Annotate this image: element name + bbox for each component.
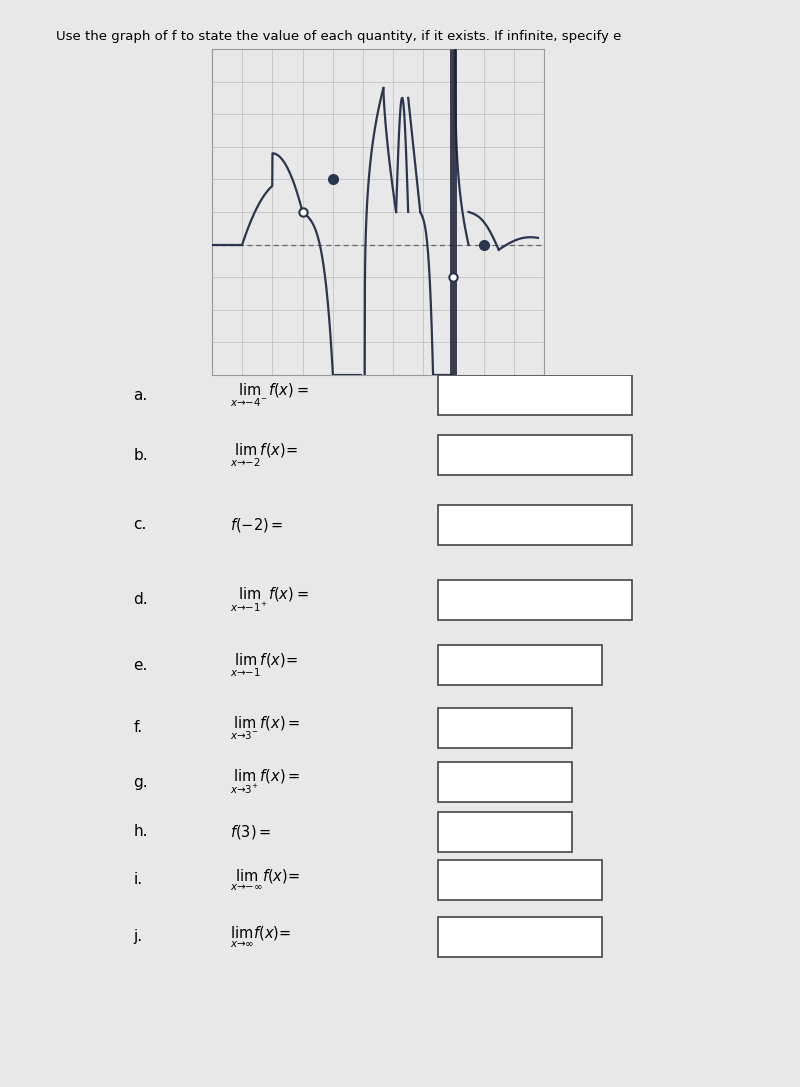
Text: $\lim_{x \to -2} f(x) =$: $\lim_{x \to -2} f(x) =$ xyxy=(230,441,298,468)
Text: e.: e. xyxy=(134,658,148,673)
Bar xyxy=(438,646,602,685)
Text: $f(-2) =$: $f(-2) =$ xyxy=(230,516,283,534)
Text: d.: d. xyxy=(134,592,148,608)
Text: $\lim_{x \to -1} f(x) =$: $\lim_{x \to -1} f(x) =$ xyxy=(230,651,298,678)
Bar xyxy=(438,762,572,801)
Text: i.: i. xyxy=(134,873,142,887)
Text: $\lim_{x \to -1^+} f(x) =$: $\lim_{x \to -1^+} f(x) =$ xyxy=(230,586,309,614)
Bar xyxy=(438,375,632,414)
Text: $\lim_{x \to \infty} f(x) =$: $\lim_{x \to \infty} f(x) =$ xyxy=(230,924,291,950)
Text: h.: h. xyxy=(134,825,148,839)
Bar xyxy=(438,505,632,545)
Text: Use the graph of f to state the value of each quantity, if it exists. If infinit: Use the graph of f to state the value of… xyxy=(56,30,622,43)
Text: f.: f. xyxy=(134,721,142,736)
Text: j.: j. xyxy=(134,929,142,945)
Bar xyxy=(438,709,572,748)
Text: c.: c. xyxy=(134,517,146,533)
Bar xyxy=(438,812,572,851)
Text: g.: g. xyxy=(134,775,148,789)
Bar xyxy=(438,436,632,475)
Text: $f(3) =$: $f(3) =$ xyxy=(230,823,271,841)
Text: $\lim_{x \to -\infty} f(x) =$: $\lim_{x \to -\infty} f(x) =$ xyxy=(230,867,300,892)
Text: $\lim_{x \to -4^-} f(x) =$: $\lim_{x \to -4^-} f(x) =$ xyxy=(230,382,309,409)
Text: $\lim_{x \to 3^+} f(x) =$: $\lim_{x \to 3^+} f(x) =$ xyxy=(230,769,300,796)
Bar xyxy=(438,917,602,957)
Bar xyxy=(438,861,602,900)
Text: $\lim_{x \to 3^-} f(x) =$: $\lim_{x \to 3^-} f(x) =$ xyxy=(230,714,300,741)
Bar xyxy=(438,580,632,620)
Text: b.: b. xyxy=(134,448,148,462)
Text: a.: a. xyxy=(134,387,147,402)
